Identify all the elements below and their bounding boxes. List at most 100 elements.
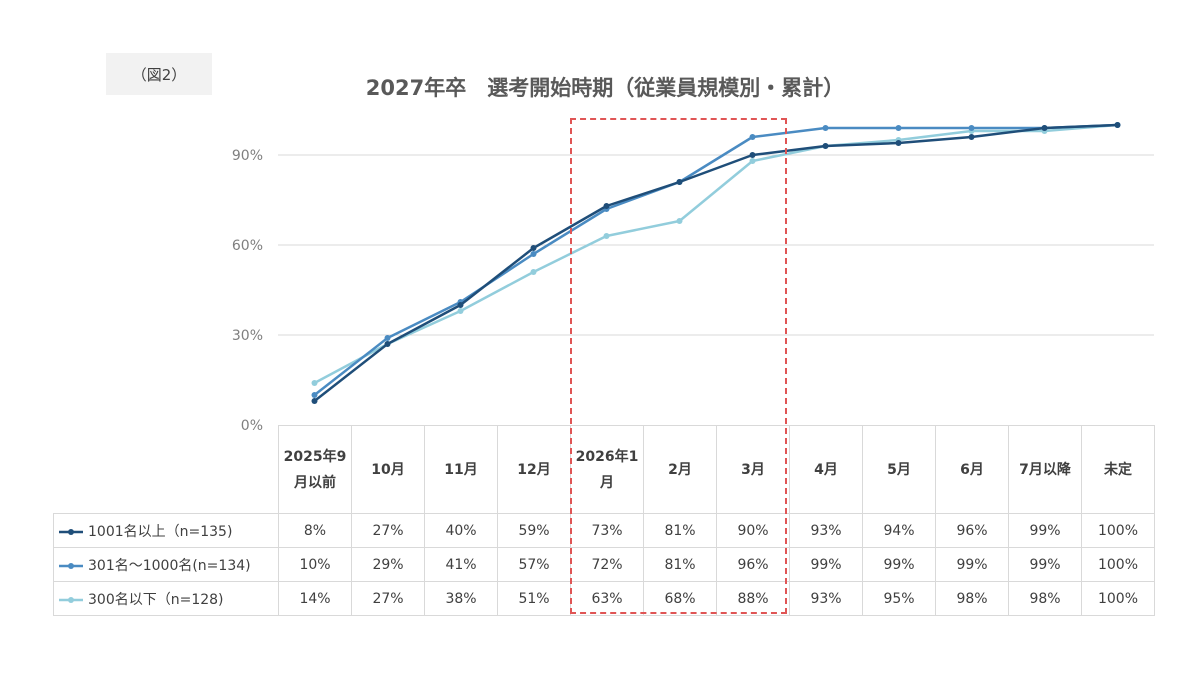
series-group xyxy=(311,122,1121,398)
data-label: 99% xyxy=(862,547,936,582)
data-point xyxy=(822,125,829,131)
category-label: 2025年9月以前 xyxy=(278,425,352,514)
data-label: 51% xyxy=(497,581,571,616)
legend-key-icon xyxy=(59,562,83,569)
series-line xyxy=(313,123,1118,402)
series-legend-cell: 1001名以上（n=135) xyxy=(53,513,279,548)
data-label: 98% xyxy=(935,581,1009,616)
data-label: 41% xyxy=(424,547,498,582)
data-label: 27% xyxy=(351,581,425,616)
gridlines xyxy=(278,154,1154,336)
data-point xyxy=(384,335,391,341)
data-point xyxy=(530,269,537,275)
data-label: 27% xyxy=(351,513,425,548)
category-label: 10月 xyxy=(351,425,425,514)
category-label: 7月以降 xyxy=(1008,425,1082,514)
data-label: 57% xyxy=(497,547,571,582)
data-point xyxy=(749,134,756,140)
data-label: 63% xyxy=(570,581,644,616)
y-tick-label: 90% xyxy=(232,148,263,164)
data-label: 14% xyxy=(278,581,352,616)
data-point xyxy=(749,158,756,164)
data-point xyxy=(895,125,902,131)
series-legend-cell: 301名～1000名(n=134) xyxy=(53,547,279,582)
series-group xyxy=(311,122,1121,386)
data-point xyxy=(311,398,318,404)
category-label: 未定 xyxy=(1081,425,1155,514)
data-point xyxy=(311,392,318,398)
data-label: 68% xyxy=(643,581,717,616)
data-point xyxy=(822,143,829,149)
series-lines xyxy=(311,122,1121,404)
data-label: 81% xyxy=(643,547,717,582)
data-label: 100% xyxy=(1081,547,1155,582)
category-label: 11月 xyxy=(424,425,498,514)
data-point xyxy=(457,302,464,308)
y-tick-label: 30% xyxy=(232,328,263,344)
category-label: 2月 xyxy=(643,425,717,514)
data-point xyxy=(1041,125,1048,131)
data-point xyxy=(384,341,391,347)
data-label: 40% xyxy=(424,513,498,548)
data-label: 72% xyxy=(570,547,644,582)
data-label: 59% xyxy=(497,513,571,548)
chart-title: 2027年卒 選考開始時期（従業員規模別・累計） xyxy=(365,76,845,100)
data-label: 96% xyxy=(716,547,790,582)
category-label: 4月 xyxy=(789,425,863,514)
data-label: 100% xyxy=(1081,513,1155,548)
data-point xyxy=(530,251,537,257)
data-point xyxy=(676,179,683,185)
y-axis-ticks: 0%30%60%90% xyxy=(232,148,263,434)
series-line xyxy=(313,123,1118,385)
series-legend-cell: 300名以下（n=128) xyxy=(53,581,279,616)
series-name: 301名～1000名(n=134) xyxy=(88,557,251,574)
data-point xyxy=(457,308,464,314)
data-label: 81% xyxy=(643,513,717,548)
table-row: 300名以下（n=128) 14% 27% 38% 51% 63% 68% 88% 93% 95%… xyxy=(53,581,1155,616)
category-label: 12月 xyxy=(497,425,571,514)
data-point xyxy=(530,245,537,251)
category-label: 5月 xyxy=(862,425,936,514)
data-point xyxy=(311,380,318,386)
figure-label: （図2） xyxy=(106,53,212,95)
data-point xyxy=(749,152,756,158)
category-label: 2026年1月 xyxy=(570,425,644,514)
data-label: 93% xyxy=(789,513,863,548)
data-label: 98% xyxy=(1008,581,1082,616)
data-label: 29% xyxy=(351,547,425,582)
category-label: 6月 xyxy=(935,425,1009,514)
data-label: 94% xyxy=(862,513,936,548)
data-label: 99% xyxy=(1008,547,1082,582)
data-label: 99% xyxy=(1008,513,1082,548)
data-label: 88% xyxy=(716,581,790,616)
table-row: 1001名以上（n=135) 8% 27% 40% 59% 73% 81% 90% 93% 94%… xyxy=(53,513,1155,548)
data-point xyxy=(603,203,610,209)
data-point xyxy=(676,218,683,224)
data-point xyxy=(968,125,975,131)
table-row: 301名～1000名(n=134) 10% 29% 41% 57% 72% 81% 96% 99… xyxy=(53,547,1155,582)
series-line xyxy=(313,123,1118,396)
data-label: 100% xyxy=(1081,581,1155,616)
series-name: 1001名以上（n=135) xyxy=(88,523,233,540)
series-name: 300名以下（n=128) xyxy=(88,591,224,608)
data-table: 2025年9月以前 10月 11月 12月 2026年1月 2月 3月 4月 5月 6月 7月以降未… xyxy=(53,425,1155,616)
data-point xyxy=(1114,122,1121,128)
category-label: 3月 xyxy=(716,425,790,514)
legend-key-icon xyxy=(59,528,83,535)
data-label: 99% xyxy=(789,547,863,582)
data-point xyxy=(895,140,902,146)
data-label: 96% xyxy=(935,513,1009,548)
data-label: 73% xyxy=(570,513,644,548)
data-point xyxy=(968,134,975,140)
data-label: 99% xyxy=(935,547,1009,582)
data-label: 8% xyxy=(278,513,352,548)
series-group xyxy=(311,122,1121,404)
data-point xyxy=(603,233,610,239)
data-label: 95% xyxy=(862,581,936,616)
data-label: 10% xyxy=(278,547,352,582)
data-label: 93% xyxy=(789,581,863,616)
y-tick-label: 60% xyxy=(232,238,263,254)
data-label: 90% xyxy=(716,513,790,548)
legend-key-icon xyxy=(59,596,83,603)
